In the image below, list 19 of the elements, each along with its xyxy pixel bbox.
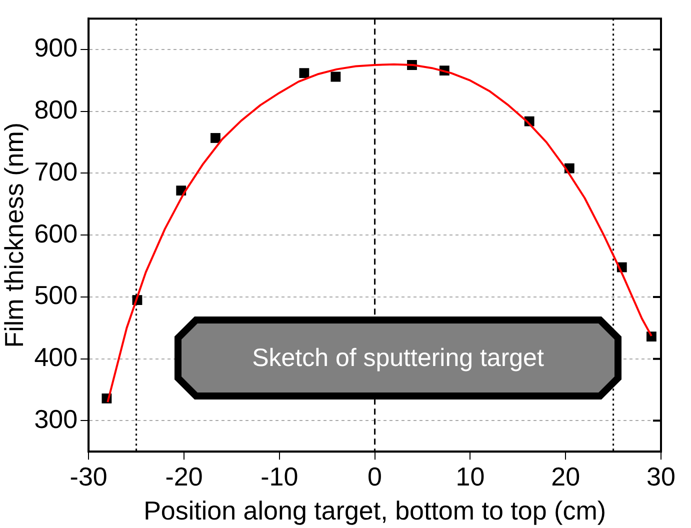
x-tick-label: 20 — [551, 461, 580, 492]
point — [330, 72, 341, 82]
y-tick-label: 500 — [34, 280, 78, 310]
x-tick-label: -10 — [260, 461, 298, 492]
y-tick-label: 900 — [34, 32, 78, 63]
x-tick-label: 30 — [646, 461, 676, 492]
x-tick-label: -20 — [165, 461, 203, 492]
x-tick-label: -30 — [70, 461, 108, 492]
point — [210, 133, 220, 143]
y-tick-label: 700 — [34, 156, 78, 186]
y-tick-label: 400 — [34, 342, 78, 372]
y-tick-label: 600 — [34, 218, 78, 248]
x-tick-label: 10 — [456, 461, 485, 492]
x-axis-title: Position along target, bottom to top (cm) — [144, 496, 606, 526]
y-axis-title: Film thickness (nm) — [0, 122, 29, 348]
y-tick-label: 300 — [34, 404, 78, 434]
point — [299, 68, 310, 78]
y-tick-label: 800 — [34, 94, 78, 125]
x-tick-label: 0 — [368, 461, 382, 492]
